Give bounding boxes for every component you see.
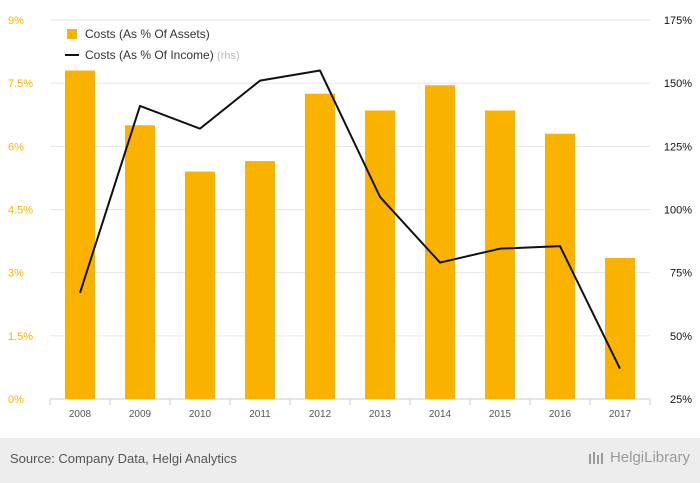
bar bbox=[245, 161, 275, 399]
x-tick-label: 2012 bbox=[309, 409, 332, 420]
x-tick-label: 2009 bbox=[129, 409, 152, 420]
bar bbox=[485, 110, 515, 400]
x-tick-label: 2014 bbox=[429, 409, 452, 420]
x-tick-label: 2016 bbox=[549, 409, 572, 420]
y-right-tick-label: 25% bbox=[670, 394, 692, 406]
brand-name: HelgiLibrary bbox=[609, 449, 690, 466]
y-left-tick-label: 7.5% bbox=[8, 78, 33, 90]
brand-logo: HelgiLibrary bbox=[588, 449, 690, 466]
bar bbox=[365, 110, 395, 400]
y-right-tick-label: 125% bbox=[664, 141, 692, 153]
y-left-tick-label: 0% bbox=[8, 394, 24, 406]
y-right-tick-label: 50% bbox=[670, 331, 692, 343]
y-right-tick-label: 175% bbox=[664, 15, 692, 27]
y-left-tick-label: 6% bbox=[8, 141, 24, 153]
y-right-tick-label: 75% bbox=[670, 268, 692, 280]
bar bbox=[305, 93, 335, 399]
y-left-tick-label: 4.5% bbox=[8, 205, 33, 217]
bar bbox=[605, 257, 635, 399]
footer: Source: Company Data, Helgi Analytics He… bbox=[0, 438, 700, 483]
y-right-tick-label: 150% bbox=[664, 78, 692, 90]
y-left-tick-label: 9% bbox=[8, 15, 24, 27]
line-series bbox=[79, 69, 621, 370]
x-tick-label: 2015 bbox=[489, 409, 512, 420]
library-icon bbox=[588, 451, 603, 464]
x-tick-label: 2013 bbox=[369, 409, 392, 420]
x-tick-label: 2011 bbox=[249, 409, 271, 420]
x-tick-label: 2010 bbox=[189, 409, 212, 420]
legend-swatch-bar bbox=[67, 29, 77, 39]
legend-rhs-note: (rhs) bbox=[217, 50, 240, 62]
bar bbox=[185, 171, 215, 399]
bar bbox=[425, 85, 455, 400]
x-tick-label: 2008 bbox=[69, 409, 92, 420]
legend-label-line: Costs (As % Of Income) (rhs) bbox=[85, 48, 240, 62]
bar bbox=[125, 125, 155, 400]
y-left-tick-label: 3% bbox=[8, 268, 24, 280]
legend-label-bar: Costs (As % Of Assets) bbox=[85, 27, 210, 41]
chart: 0% 1.5% 3% 4.5% 6% 7.5% 9% 25% 50% 75% 100% 125% 150… bbox=[8, 15, 692, 420]
x-tick-label: 2017 bbox=[609, 409, 632, 420]
bar bbox=[65, 70, 95, 400]
y-right-tick-label: 100% bbox=[664, 205, 692, 217]
source-text: Source: Company Data, Helgi Analytics bbox=[10, 451, 237, 466]
y-left-tick-label: 1.5% bbox=[8, 331, 33, 343]
